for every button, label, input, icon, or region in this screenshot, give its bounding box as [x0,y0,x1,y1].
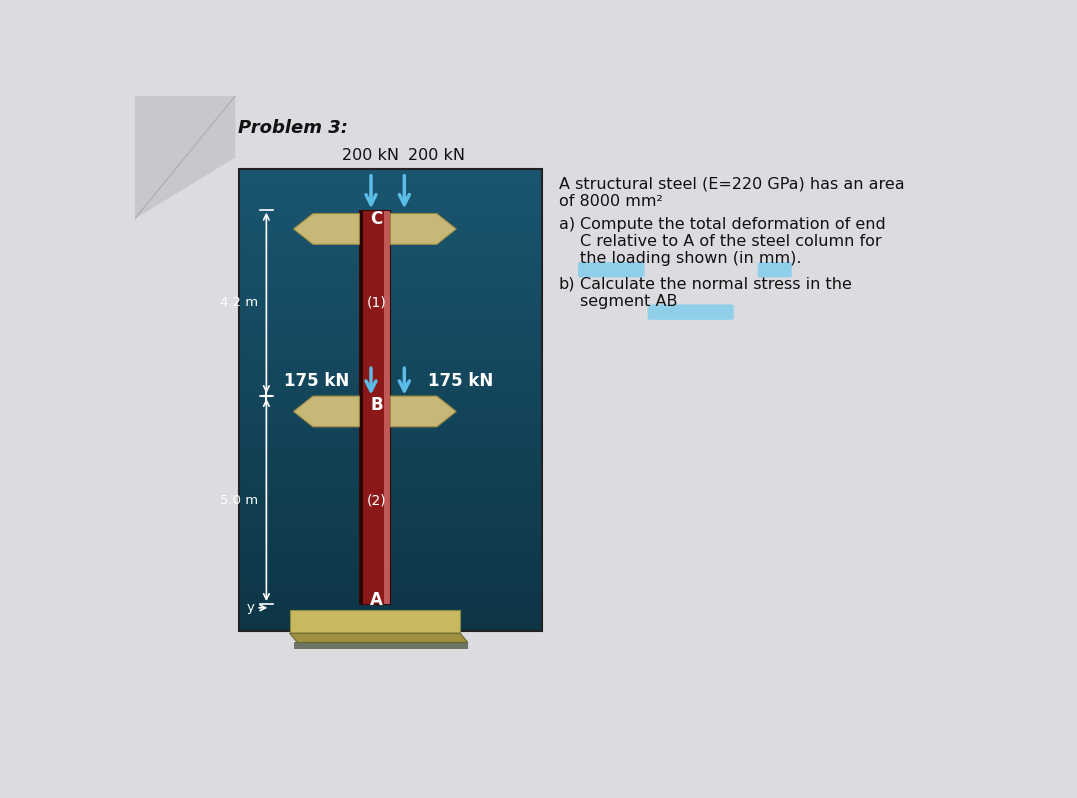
Text: (2): (2) [366,493,387,507]
Bar [239,296,542,308]
Text: of 8000 mm²: of 8000 mm² [559,194,662,208]
Bar [239,573,542,586]
Bar [239,585,542,597]
Bar [294,642,467,649]
Polygon shape [390,396,457,427]
Bar [239,480,542,493]
Text: C relative to A of the steel column for: C relative to A of the steel column for [581,234,882,249]
Bar [239,365,542,377]
Bar [239,227,542,239]
Text: 4.2 m: 4.2 m [221,296,258,310]
Bar [360,210,363,604]
Bar [239,192,542,204]
Bar [239,469,542,481]
Text: A: A [370,591,382,609]
Bar [239,273,542,285]
Text: 200 kN: 200 kN [408,148,465,163]
Polygon shape [135,96,236,219]
Bar [239,307,542,320]
Text: C: C [370,210,382,228]
FancyBboxPatch shape [578,262,644,278]
Text: segment AB: segment AB [581,294,677,309]
Bar [239,504,542,516]
Bar [239,239,542,251]
Bar [239,412,542,424]
Text: 200 kN: 200 kN [342,148,400,163]
Text: b): b) [559,277,575,292]
Polygon shape [390,214,457,244]
Text: Problem 3:: Problem 3: [238,119,348,137]
Bar [239,516,542,527]
Text: 175 kN: 175 kN [284,372,349,389]
Bar [239,261,542,274]
Bar [239,539,542,551]
FancyBboxPatch shape [758,262,792,278]
Bar [239,550,542,563]
Bar [239,492,542,504]
Bar [239,596,542,609]
Bar [239,400,542,413]
Text: Compute the total deformation of end: Compute the total deformation of end [581,216,886,231]
Polygon shape [294,396,360,427]
Polygon shape [294,214,360,244]
Bar [239,608,542,620]
Text: a): a) [559,216,575,231]
Bar [239,330,542,343]
Bar [239,342,542,354]
Text: the loading shown (in mm).: the loading shown (in mm). [581,251,801,266]
Bar [239,619,542,632]
Bar [239,562,542,574]
Bar [239,458,542,470]
Bar [239,389,542,401]
Bar [239,250,542,262]
Bar [363,210,387,604]
Text: 175 kN: 175 kN [428,372,493,389]
Bar [290,610,460,634]
Bar [239,215,542,227]
FancyBboxPatch shape [647,304,733,320]
Text: Calculate the normal stress in the: Calculate the normal stress in the [581,277,852,292]
Bar [239,169,542,181]
Bar [239,423,542,436]
Bar [239,354,542,366]
Bar [239,203,542,216]
Polygon shape [290,634,467,642]
Text: A structural steel (E=220 GPa) has an area: A structural steel (E=220 GPa) has an ar… [559,176,905,192]
Text: y: y [247,602,255,614]
Bar [239,446,542,458]
Bar [239,169,542,631]
Bar [239,435,542,447]
Bar [360,210,390,604]
Text: 5.0 m: 5.0 m [221,493,258,507]
Bar [239,284,542,297]
Bar [384,210,390,604]
Bar [239,180,542,193]
Text: B: B [370,397,382,414]
Bar [239,319,542,331]
Bar [239,377,542,389]
Text: (1): (1) [366,296,387,310]
Bar [239,527,542,539]
